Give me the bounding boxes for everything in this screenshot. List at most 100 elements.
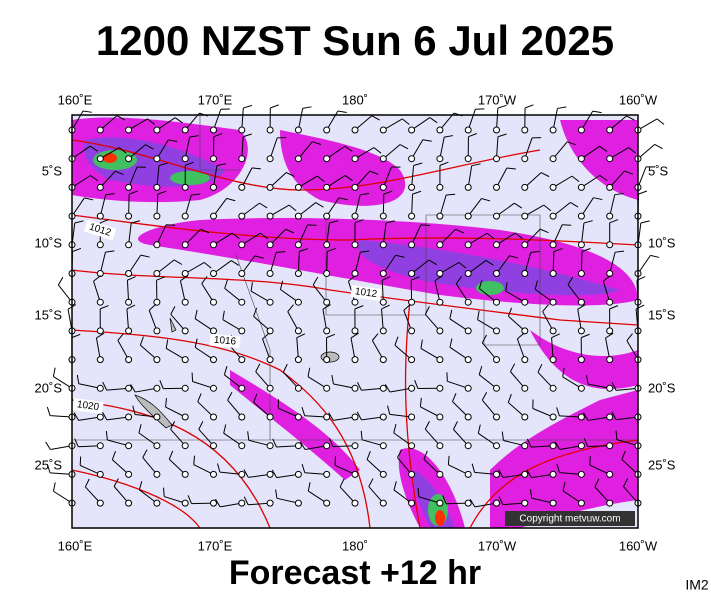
barb-feather	[329, 220, 339, 224]
barb-feather	[168, 139, 178, 142]
barb-station	[125, 442, 133, 450]
barb-station	[153, 126, 161, 134]
barb-shaft	[156, 224, 167, 246]
barb-station	[493, 384, 500, 392]
barb-shaft	[250, 290, 271, 303]
boundary-line	[72, 115, 638, 441]
barb-shaft	[304, 472, 327, 475]
barb-shaft	[552, 202, 571, 217]
barb-shaft	[332, 445, 356, 448]
forecast-label: Forecast +12 hr	[229, 554, 481, 592]
barb-station	[549, 327, 557, 335]
barb-station	[577, 298, 585, 306]
barb-station	[549, 384, 557, 392]
barb-station	[238, 126, 246, 134]
barb-feather	[530, 250, 540, 253]
barb-shaft	[269, 172, 287, 188]
barb-shaft	[128, 222, 132, 245]
barb-feather	[328, 412, 334, 421]
barb-feather	[486, 232, 495, 240]
barb-station	[96, 356, 104, 364]
barb-shaft	[78, 416, 101, 421]
barb-station	[125, 155, 133, 163]
barb-shaft	[447, 380, 469, 389]
barb-feather	[231, 260, 240, 266]
barb-station	[294, 155, 302, 163]
barb-feather	[517, 332, 525, 340]
barb-feather	[414, 379, 419, 389]
barb-feather	[100, 219, 109, 224]
barb-station	[210, 470, 217, 478]
barb-shaft	[524, 137, 533, 159]
barb-feather	[148, 303, 157, 311]
barb-shaft	[113, 486, 129, 504]
barb-station	[181, 212, 189, 220]
barb-station	[238, 241, 246, 249]
barb-feather	[615, 250, 625, 253]
barb-shaft	[534, 288, 554, 303]
barb-feather	[403, 303, 411, 311]
barb-feather	[556, 463, 560, 473]
barb-station	[96, 126, 104, 134]
barb-shaft	[361, 439, 384, 447]
barb-station	[351, 212, 359, 220]
label-box	[209, 333, 241, 349]
barb-feather	[301, 407, 306, 416]
barb-feather	[614, 192, 624, 196]
barb-station	[577, 183, 585, 191]
barb-feather	[194, 309, 198, 319]
barb-feather	[242, 133, 252, 138]
barb-shaft	[496, 202, 515, 217]
barb-feather	[198, 421, 204, 430]
barb-station	[606, 212, 614, 220]
barb-shaft	[580, 251, 583, 274]
barb-shaft	[502, 502, 525, 506]
barb-feather	[84, 478, 90, 488]
barb-station	[549, 241, 557, 249]
barb-shaft	[213, 198, 227, 217]
barb-shaft	[134, 414, 157, 418]
island	[169, 317, 177, 333]
barb-shaft	[191, 502, 214, 505]
barb-feather	[301, 463, 306, 473]
barb-shaft	[394, 344, 412, 360]
barb-station	[549, 270, 557, 277]
barb-feather	[127, 276, 136, 281]
barb-feather	[628, 147, 637, 154]
barb-shaft	[326, 145, 346, 160]
barb-station	[323, 212, 331, 220]
barb-shaft	[227, 399, 243, 418]
barb-station	[464, 499, 472, 507]
barb-shaft	[333, 416, 356, 421]
barb-feather	[556, 407, 560, 417]
barb-station	[464, 442, 472, 450]
barb-shaft	[448, 464, 469, 475]
barb-station	[266, 212, 274, 220]
barb-station	[379, 499, 387, 507]
barb-feather	[514, 232, 523, 239]
barb-feather	[163, 487, 165, 497]
lat-label: 10˚S	[35, 235, 63, 250]
lon-label: 160˚W	[619, 538, 658, 553]
barb-station	[493, 499, 500, 507]
barb-shaft	[304, 445, 327, 451]
barb-shaft	[382, 222, 387, 245]
barb-station	[606, 470, 614, 478]
barb-feather	[253, 393, 258, 403]
barb-feather	[381, 304, 390, 310]
barb-station	[549, 470, 557, 478]
barb-station	[294, 356, 302, 364]
barb-station	[96, 413, 104, 421]
barb-feather	[243, 104, 253, 109]
barb-feather	[592, 110, 602, 114]
barb-station	[181, 126, 189, 134]
barb-shaft	[339, 486, 356, 504]
barb-shaft	[298, 141, 313, 160]
isobar-label: 1020	[76, 399, 100, 413]
barb-feather	[602, 275, 611, 282]
barb-station	[577, 155, 585, 163]
barb-shaft	[179, 280, 186, 303]
barb-station	[266, 499, 274, 507]
barb-station	[464, 413, 472, 421]
barb-station	[323, 384, 331, 392]
